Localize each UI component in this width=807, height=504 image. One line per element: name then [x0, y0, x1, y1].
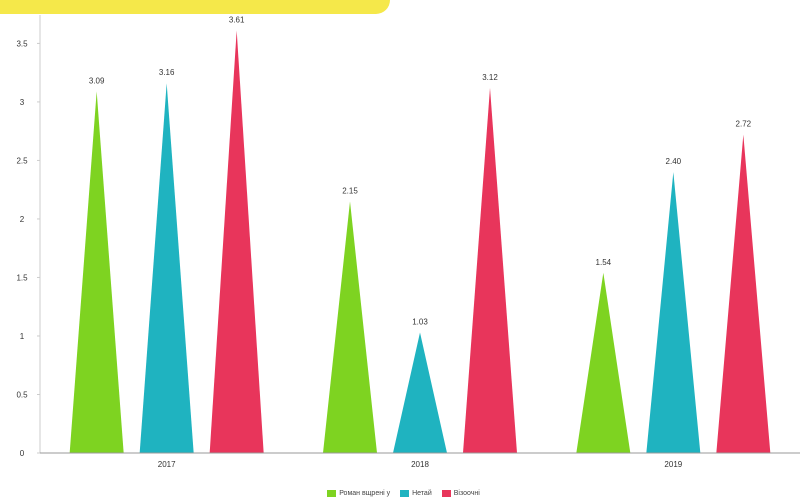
bar-2019-1: [646, 172, 701, 453]
x-tick-label: 2018: [411, 460, 429, 469]
data-label: 1.03: [412, 317, 428, 326]
data-label: 1.54: [596, 258, 612, 267]
y-axis: 0 0.5 1 1.5 2 2.5 3 3.5: [16, 15, 41, 458]
data-label: 3.61: [229, 16, 245, 25]
bar-2019-0: [576, 272, 631, 453]
y-tick-label: 1.5: [16, 273, 28, 282]
legend-label: Вiзоочні: [453, 490, 480, 497]
data-label: 2.40: [666, 157, 682, 166]
chart-legend: Роман вщрені у Нетай Вiзоочні: [0, 490, 807, 497]
y-tick-label: 3: [20, 98, 25, 107]
y-tick-label: 0: [20, 449, 25, 458]
bar-2019-2: [716, 134, 771, 453]
legend-item: Вiзоочні: [441, 490, 480, 497]
x-axis: 2017 2018 2019: [40, 452, 800, 469]
header-banner: [0, 0, 390, 14]
bar-series: 3.09 3.16 3.61 2.15 1.03 3.12 1.54 2.40 2.72: [69, 16, 771, 454]
y-tick-label: 3.5: [16, 39, 28, 48]
x-tick-label: 2019: [664, 460, 682, 469]
legend-label: Нетай: [412, 490, 432, 497]
y-tick-label: 2.5: [16, 156, 28, 165]
data-label: 3.12: [482, 73, 498, 82]
legend-swatch: [327, 490, 337, 497]
bar-2018-0: [323, 201, 377, 453]
chart-canvas: 0 0.5 1 1.5 2 2.5 3 3.5 3.09 3.16 3.61 2.15 1.03 3.1…: [16, 15, 800, 469]
bar-2018-2: [463, 87, 517, 454]
legend-item: Роман вщрені у: [327, 490, 390, 497]
data-label: 3.09: [89, 76, 105, 85]
data-label: 3.16: [159, 68, 175, 77]
data-label: 2.72: [736, 120, 752, 129]
bar-2017-2: [209, 30, 264, 453]
data-label: 2.15: [342, 186, 358, 195]
y-tick-label: 2: [20, 215, 25, 224]
y-tick-label: 0.5: [16, 390, 28, 399]
bar-2018-1: [393, 332, 447, 453]
bar-2017-1: [139, 83, 194, 454]
legend-label: Роман вщрені у: [339, 490, 391, 497]
bar-2017-0: [69, 91, 124, 454]
y-tick-label: 1: [20, 332, 25, 341]
legend-item: Нетай: [400, 490, 432, 497]
legend-swatch: [441, 490, 451, 497]
x-tick-label: 2017: [158, 460, 176, 469]
legend-swatch: [400, 490, 410, 497]
